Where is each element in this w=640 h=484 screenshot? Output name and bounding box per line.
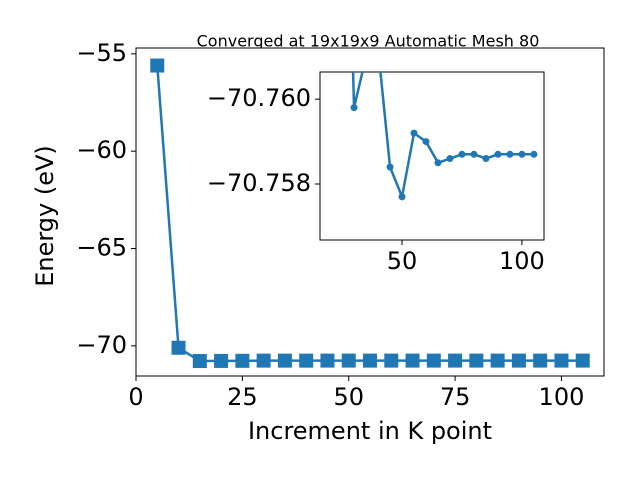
marker [299,353,314,368]
marker [405,353,420,368]
marker [422,138,430,146]
marker [410,129,418,137]
marker [490,353,505,368]
marker [426,353,441,368]
marker [554,353,569,368]
y-tick-label: −70.758 [207,169,311,197]
marker [575,353,590,368]
marker [398,193,406,201]
marker [341,353,356,368]
marker [386,163,394,171]
marker [530,150,538,158]
x-tick-label: 100 [539,383,585,411]
marker [469,353,484,368]
marker [150,58,165,73]
marker [506,150,514,158]
marker [458,150,466,158]
y-tick-label: −65 [76,233,127,261]
y-tick-label: −70.760 [207,84,311,112]
marker [277,353,292,368]
marker [482,155,490,163]
x-tick-label: 50 [333,383,364,411]
marker [518,150,526,158]
marker [363,353,377,368]
y-tick-label: −60 [76,136,127,164]
plot-layer [350,72,538,202]
x-tick-label: 100 [499,247,545,275]
marker [384,353,399,368]
y-tick-label: −70 [76,331,127,359]
marker [171,340,186,355]
chart-title: Converged at 19x19x9 Automatic Mesh 80 [197,32,540,51]
plot-area [319,71,545,241]
marker [350,104,358,112]
x-tick-label: 0 [128,383,143,411]
marker [192,354,207,369]
x-tick-label: 50 [387,247,418,275]
marker [448,353,463,368]
y-axis-label: Energy (eV) [31,145,59,287]
x-tick-label: 25 [227,383,258,411]
marker [256,353,271,368]
marker [214,353,229,368]
x-axis-label: Increment in K point [248,417,492,445]
marker [446,155,454,163]
marker [511,353,526,368]
marker [434,159,442,167]
marker [320,353,335,368]
marker [235,353,250,368]
marker [533,353,548,368]
marker [470,150,478,158]
y-tick-label: −55 [76,39,127,67]
x-tick-label: 75 [440,383,471,411]
marker [494,150,502,158]
plot-layer [150,58,590,369]
